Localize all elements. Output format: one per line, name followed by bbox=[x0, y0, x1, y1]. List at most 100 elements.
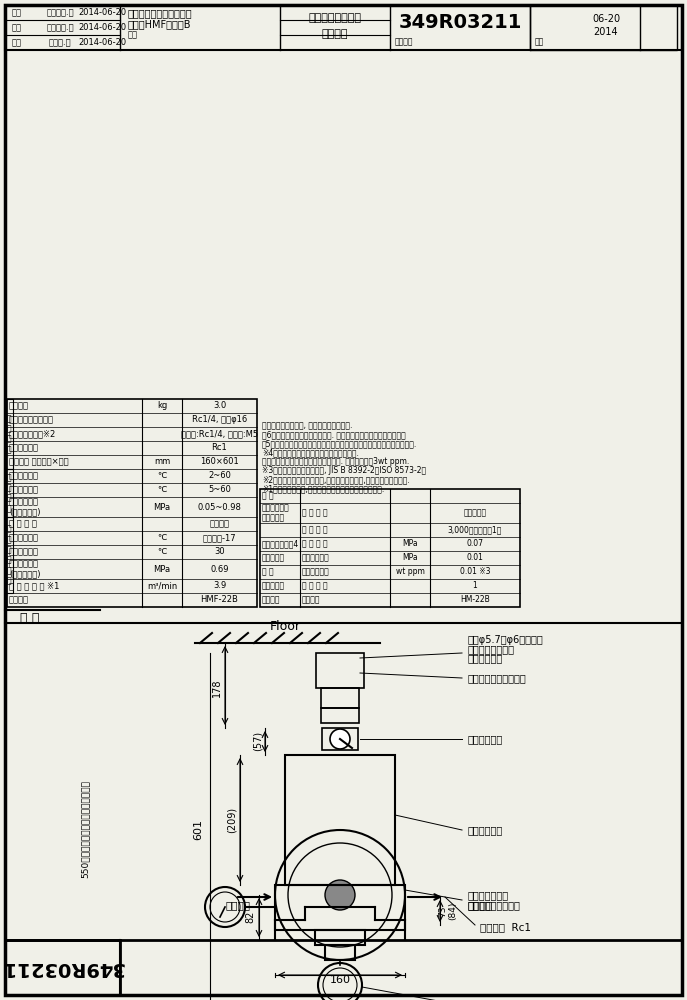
Text: Floor: Floor bbox=[270, 619, 301, 633]
Text: 品名: 品名 bbox=[128, 31, 138, 40]
Text: 82: 82 bbox=[245, 911, 255, 923]
Text: 型　　式: 型 式 bbox=[302, 595, 321, 604]
Text: ℃: ℃ bbox=[157, 472, 167, 481]
Text: ※2：オートドレントラップ,差圧計は標準装備,単品発送となります.: ※2：オートドレントラップ,差圧計は標準装備,単品発送となります. bbox=[262, 475, 409, 484]
Text: 仕様プレート: 仕様プレート bbox=[468, 825, 504, 835]
Text: 配管接続口径: 配管接続口径 bbox=[9, 444, 39, 452]
Text: 日立産機システム: 日立産機システム bbox=[308, 13, 361, 23]
Text: ドレン排出口: ドレン排出口 bbox=[468, 653, 504, 663]
Text: ナイロンチューブ: ナイロンチューブ bbox=[468, 644, 515, 654]
Text: 入口空気圧力
(ゲージ圧力): 入口空気圧力 (ゲージ圧力) bbox=[9, 559, 41, 579]
Text: フィルタ: フィルタ bbox=[262, 595, 280, 604]
Text: 初期圧力損失: 初期圧力損失 bbox=[302, 554, 330, 562]
Text: 処
理
空
気
条
件: 処 理 空 気 条 件 bbox=[7, 524, 11, 585]
Text: 決認: 決認 bbox=[12, 8, 22, 17]
Bar bbox=[5, 399, 13, 469]
Text: 3.0: 3.0 bbox=[213, 401, 226, 410]
Text: (57): (57) bbox=[253, 731, 263, 751]
Text: 審査: 審査 bbox=[12, 23, 22, 32]
Text: 1: 1 bbox=[473, 582, 477, 590]
Text: 高圧側:Rc1/4, 低圧側:M5: 高圧側:Rc1/4, 低圧側:M5 bbox=[181, 430, 258, 438]
Text: 0.01: 0.01 bbox=[466, 554, 484, 562]
Text: 使 用 本 数: 使 用 本 数 bbox=[302, 582, 328, 590]
Text: ℃: ℃ bbox=[157, 534, 167, 542]
Bar bbox=[316, 653, 364, 688]
Text: 空気出口  Rc1: 空気出口 Rc1 bbox=[480, 922, 531, 932]
Text: 質　　量: 質 量 bbox=[9, 401, 29, 410]
Text: 製図: 製図 bbox=[12, 38, 22, 47]
Text: 「油分試験方法」による換算値です. 入口油分濃度3wt ppm.: 「油分試験方法」による換算値です. 入口油分濃度3wt ppm. bbox=[262, 457, 409, 466]
Text: 圧縮空気: 圧縮空気 bbox=[210, 520, 229, 528]
Text: 貴水図番: 貴水図番 bbox=[395, 37, 414, 46]
Text: オートドレントラップ: オートドレントラップ bbox=[468, 673, 527, 683]
Text: 2014-06-20: 2014-06-20 bbox=[78, 38, 126, 47]
Text: 特 性: 特 性 bbox=[262, 568, 273, 576]
Text: m³/min: m³/min bbox=[147, 582, 177, 590]
Text: 3.9: 3.9 bbox=[213, 582, 226, 590]
Text: 使 用 流 体: 使 用 流 体 bbox=[9, 520, 37, 528]
Text: (209): (209) bbox=[227, 807, 237, 833]
Bar bbox=[321, 688, 359, 708]
Text: 空気入口: 空気入口 bbox=[225, 900, 250, 910]
Text: ※3：油分濃度の測定方法は, JIS B 8392-2（ISO 8573-2）: ※3：油分濃度の測定方法は, JIS B 8392-2（ISO 8573-2） bbox=[262, 466, 426, 475]
Text: 5~60: 5~60 bbox=[208, 486, 231, 494]
Text: 入気温度範囲: 入気温度範囲 bbox=[9, 486, 39, 494]
Text: 入置: 入置 bbox=[535, 37, 544, 46]
Bar bbox=[7, 399, 257, 607]
Bar bbox=[5, 940, 120, 995]
Bar bbox=[285, 755, 395, 885]
Bar bbox=[321, 708, 359, 723]
Text: mm: mm bbox=[154, 458, 170, 466]
Text: 160: 160 bbox=[330, 975, 350, 985]
Text: オートドレン
ントラップ: オートドレン ントラップ bbox=[262, 503, 290, 523]
Text: 出口油分濃度: 出口油分濃度 bbox=[302, 568, 330, 576]
Text: ハラダ.ユ: ハラダ.ユ bbox=[49, 38, 71, 47]
Text: 0.69: 0.69 bbox=[210, 564, 229, 574]
Text: 入口空気温度: 入口空気温度 bbox=[9, 548, 39, 556]
Text: 73
(84): 73 (84) bbox=[438, 902, 458, 920]
Text: 0.05~0.98: 0.05~0.98 bbox=[198, 502, 241, 512]
Text: サイトウ.ノ: サイトウ.ノ bbox=[46, 23, 74, 32]
Text: 交換サイクル数4: 交換サイクル数4 bbox=[262, 540, 300, 548]
Bar bbox=[5, 620, 682, 940]
Text: 差圧計接続口径※2: 差圧計接続口径※2 bbox=[9, 430, 56, 438]
Text: 0.01 ※3: 0.01 ※3 bbox=[460, 568, 491, 576]
Text: HM-22B: HM-22B bbox=[460, 595, 490, 604]
Text: kg: kg bbox=[157, 401, 167, 410]
Text: 2014-06-20: 2014-06-20 bbox=[78, 8, 126, 17]
Text: 大気圧下-17: 大気圧下-17 bbox=[203, 534, 236, 542]
Text: 型　　式: 型 式 bbox=[9, 595, 29, 604]
Text: 30: 30 bbox=[214, 548, 225, 556]
Text: 349R03211: 349R03211 bbox=[398, 13, 521, 32]
Text: 仕 様: 仕 様 bbox=[20, 611, 39, 624]
Text: Rc1: Rc1 bbox=[212, 444, 227, 452]
Text: 型式：HMF－２２B: 型式：HMF－２２B bbox=[128, 19, 192, 29]
Text: 使
用
範
囲: 使 用 範 囲 bbox=[7, 473, 11, 513]
Text: 圧 力 損 失: 圧 力 損 失 bbox=[302, 540, 328, 548]
Text: 周囲温度範囲: 周囲温度範囲 bbox=[9, 472, 39, 481]
Bar bbox=[530, 5, 677, 50]
Text: 2014: 2014 bbox=[594, 27, 618, 37]
Text: ※4：交換時期はいずれか早い方となります.: ※4：交換時期はいずれか早い方となります. bbox=[262, 448, 359, 457]
Text: 2014-06-20: 2014-06-20 bbox=[78, 23, 126, 32]
Bar bbox=[275, 885, 405, 930]
Text: 空気出口: 空気出口 bbox=[468, 900, 493, 910]
Text: 主
要
寸
法: 主 要 寸 法 bbox=[7, 414, 11, 454]
Text: MPa: MPa bbox=[153, 502, 170, 512]
Text: 処 理 空 気 量 ※1: 処 理 空 気 量 ※1 bbox=[9, 582, 59, 590]
Text: 入口空気露点: 入口空気露点 bbox=[9, 534, 39, 542]
Text: MPa: MPa bbox=[402, 554, 418, 562]
Text: エレメント: エレメント bbox=[262, 582, 285, 590]
Text: wt ppm: wt ppm bbox=[396, 568, 425, 576]
Text: 160×601: 160×601 bbox=[200, 458, 239, 466]
Text: 残圧抜き用ねじ: 残圧抜き用ねじ bbox=[468, 890, 509, 900]
Text: 349R03211: 349R03211 bbox=[0, 958, 124, 976]
Text: ミクロミストフィルター: ミクロミストフィルター bbox=[128, 8, 192, 18]
Text: 3,000時間または1年: 3,000時間または1年 bbox=[448, 526, 502, 534]
Text: MPa: MPa bbox=[402, 540, 418, 548]
Bar bbox=[5, 5, 682, 50]
Text: 交 換 時 間: 交 換 時 間 bbox=[302, 526, 328, 534]
Text: MPa: MPa bbox=[153, 564, 170, 574]
Text: エレメント: エレメント bbox=[262, 554, 285, 562]
Text: 備 考: 備 考 bbox=[262, 491, 273, 500]
